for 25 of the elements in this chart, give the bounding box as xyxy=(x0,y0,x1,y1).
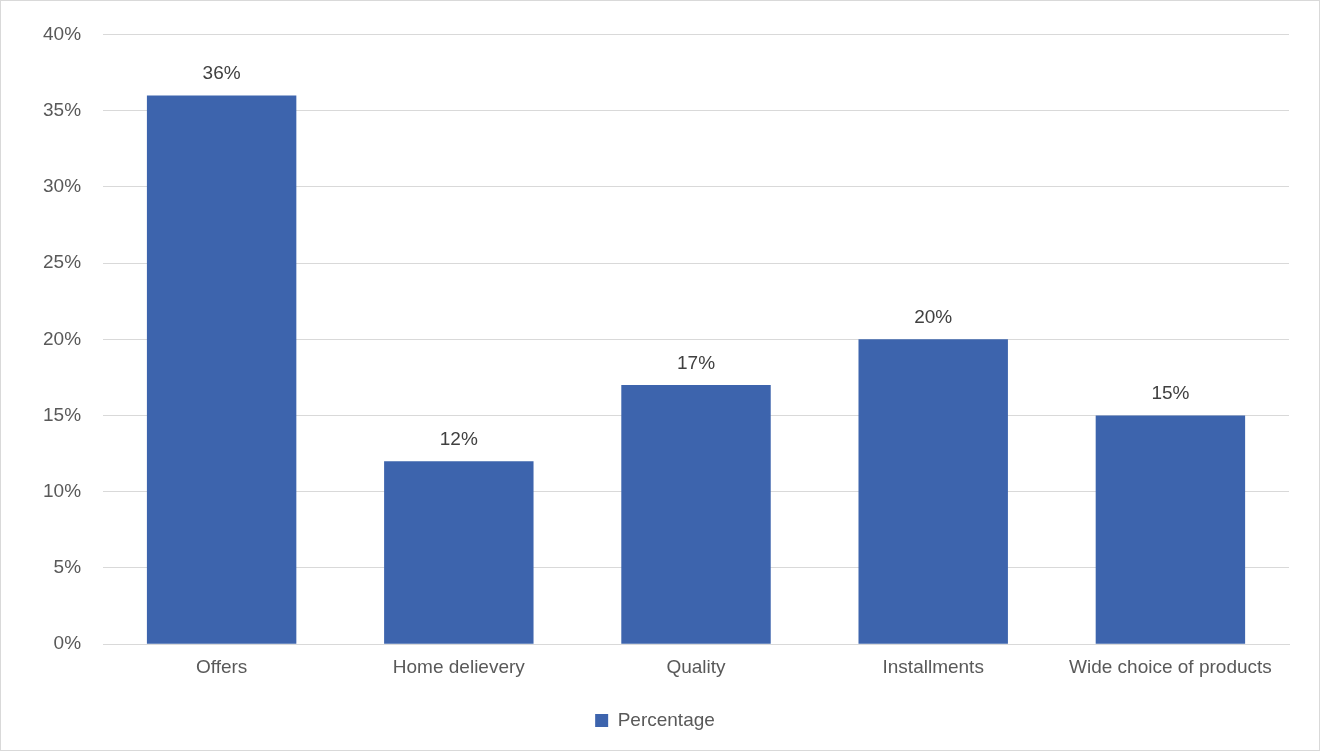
y-tick-label: 5% xyxy=(53,556,82,578)
data-label: 36% xyxy=(202,62,241,84)
bar xyxy=(621,385,771,644)
y-tick-label: 20% xyxy=(43,327,82,349)
bar xyxy=(146,95,297,644)
x-tick-label: Wide choice of products xyxy=(1069,655,1272,677)
bar xyxy=(1095,415,1246,644)
bar xyxy=(858,339,1008,644)
data-label: 15% xyxy=(1151,382,1190,404)
y-tick-label: 10% xyxy=(43,479,82,501)
y-tick-label: 35% xyxy=(43,98,82,120)
y-tick-label: 0% xyxy=(53,632,82,654)
data-label: 17% xyxy=(677,351,716,373)
x-tick-label: Installments xyxy=(882,655,984,677)
x-tick-label: Home delievery xyxy=(392,655,526,677)
data-label: 12% xyxy=(439,427,478,449)
bar xyxy=(384,461,534,644)
x-tick-label: Offers xyxy=(195,655,248,677)
y-tick-label: 40% xyxy=(43,22,82,44)
x-tick-label: Quality xyxy=(666,655,727,677)
y-tick-label: 15% xyxy=(43,403,82,425)
y-tick-label: 25% xyxy=(43,251,82,273)
legend-label: Percentage xyxy=(617,708,715,730)
data-label: 20% xyxy=(914,306,953,328)
y-tick-label: 30% xyxy=(43,175,82,197)
